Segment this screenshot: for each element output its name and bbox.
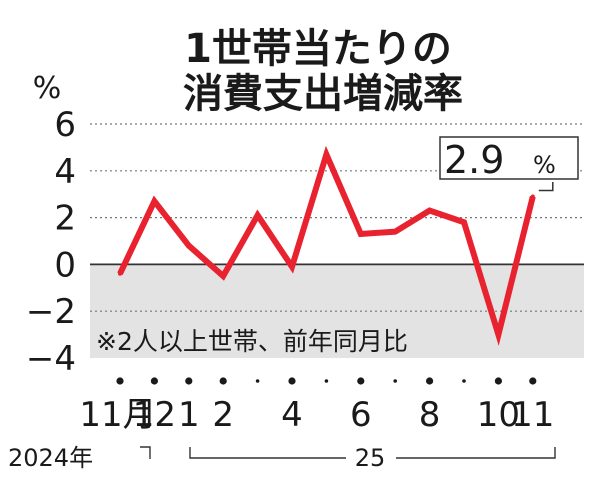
y-tick-label: −2 [26,292,76,332]
data-point [221,274,226,279]
data-point [462,220,466,225]
x-tick-marker [150,377,158,385]
y-tick-label: 2 [54,199,76,239]
year-bracket-2025-left [189,447,346,459]
year-bracket-2024 [140,446,151,459]
data-point [496,332,501,337]
data-point [186,243,191,248]
callout-leader [538,182,554,192]
x-tick-label: 4 [281,395,303,435]
data-points [118,152,535,337]
x-tick-label: 1 [178,395,200,435]
y-tick-label: 6 [54,105,76,145]
data-point [393,229,398,234]
x-tick-label: 12 [133,395,176,435]
x-tick-label: 10 [477,395,520,435]
y-axis-unit: % [33,71,62,106]
x-tick-marker [393,379,398,383]
y-tick-label: 0 [54,245,76,285]
data-point [427,208,432,213]
y-tick-label: −4 [26,339,76,379]
callout-box [439,136,579,180]
y-tick-label: 4 [54,152,76,192]
data-point [358,231,363,236]
y-tick-labels: −4 −2 0 2 4 6 [26,105,76,379]
x-tick-marker [219,377,227,385]
x-tick-label: 11月 [79,395,156,435]
x-tick-label: 6 [350,395,372,435]
data-point [530,194,535,199]
x-tick-marker [426,377,434,385]
year-label-2024: 2024年 [8,444,93,472]
x-tick-marker [324,379,329,383]
x-tick-marker [462,379,466,383]
x-tick-label: 8 [419,395,441,435]
data-point [324,152,329,157]
data-point [290,264,294,269]
data-point [152,199,157,204]
chart-title-line1: 1世帯当たりの [184,26,452,72]
x-tick-label: 2 [212,395,234,435]
chart-note: ※2人以上世帯、前年同月比 [96,327,408,356]
callout: 2.9 % [439,136,579,192]
year-bracket-2025-right [396,447,556,459]
x-tick-markers [116,377,537,385]
x-tick-marker [357,377,365,385]
x-tick-marker [529,377,537,385]
x-tick-marker [288,377,296,385]
x-tick-marker [494,377,502,385]
data-point [118,271,122,276]
x-tick-marker [116,377,124,385]
callout-unit: % [533,151,556,179]
x-tick-marker [185,377,193,385]
data-point [255,213,260,218]
x-tick-label: 11 [511,395,554,435]
callout-value: 2.9 [444,138,504,182]
year-label-2025: 25 [355,444,386,472]
chart-title-line2: 消費支出増減率 [183,71,463,117]
x-tick-marker [255,379,260,383]
